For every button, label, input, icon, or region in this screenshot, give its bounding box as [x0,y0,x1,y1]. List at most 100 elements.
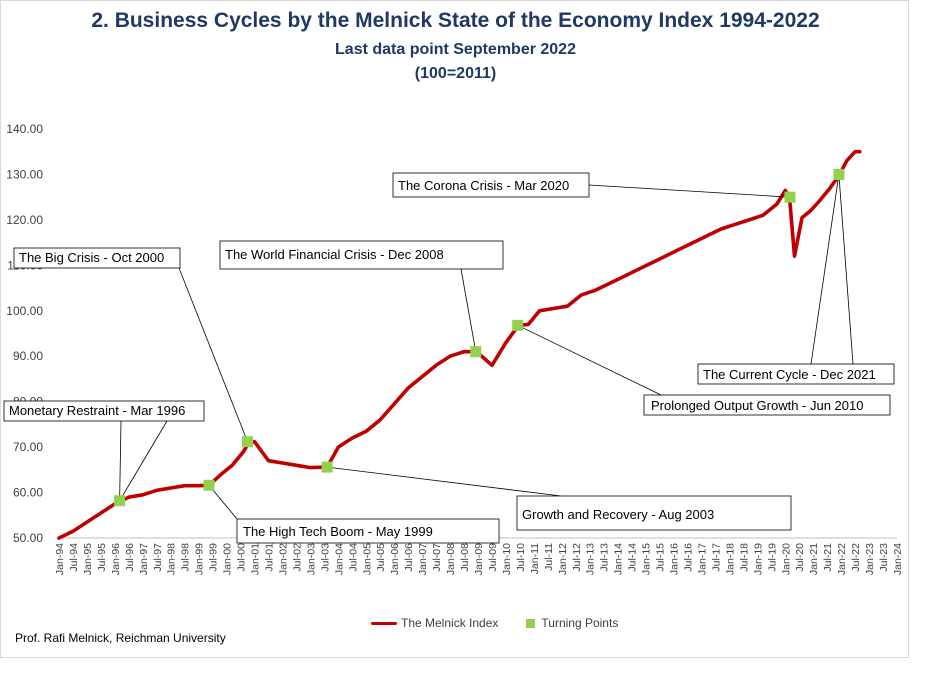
x-tick-label: Jul-18 [738,543,750,572]
x-tick-label: Jul-17 [710,543,722,572]
x-tick-label: Jan-23 [864,543,876,575]
callout-leader-line [119,420,122,501]
x-tick-label: Jul-98 [180,543,192,572]
callout-layer: Monetary Restraint - Mar 1996 The High Te… [3,172,895,544]
legend-label-index: The Melnick Index [401,616,499,630]
x-tick-label: Jan-17 [696,543,708,575]
legend-item-index: The Melnick Index [371,616,498,630]
callout-leader-line [517,324,662,396]
callout-box [516,495,792,531]
callout-leader-line [588,184,791,198]
x-tick-label: Jul-11 [543,543,555,571]
x-tick-label: Jul-96 [124,543,136,572]
x-tick-label: Jan-01 [250,543,262,575]
x-tick-label: Jan-16 [669,543,681,575]
series-layer [57,149,862,540]
x-tick-label: Jan-08 [445,543,457,575]
x-tick-label: Jan-09 [473,543,485,575]
callout-leader-line [810,174,840,365]
x-tick-label: Jan-20 [780,543,792,575]
x-tick-label: Jan-03 [305,543,317,575]
legend-line-swatch [371,621,397,625]
legend: The Melnick Index Turning Points [371,616,646,630]
x-tick-label: Jan-98 [166,543,178,575]
x-tick-label: Jul-14 [627,543,639,572]
x-tick-label: Jan-14 [613,543,625,575]
chart-base-note: (100=2011) [414,65,497,82]
x-tick-label: Jan-13 [585,543,597,575]
callout-box [3,400,205,422]
x-tick-label: Jul-99 [208,543,220,572]
x-tick-label: Jan-19 [752,543,764,575]
callout-label: The Current Cycle - Dec 2021 [703,367,876,382]
x-tick-label: Jul-00 [236,543,248,572]
x-tick-label: Jul-01 [264,543,276,572]
x-tick-label: Jul-19 [766,543,778,572]
x-tick-label: Jul-04 [347,543,359,572]
series-line-melnick-index [57,149,862,540]
x-tick-label: Jul-15 [655,543,667,572]
x-tick-label: Jan-11 [529,543,541,574]
callout-box [643,394,891,416]
y-tick-label: 100.00 [6,304,43,318]
leader-layer [119,174,854,520]
x-tick-label: Jan-12 [557,543,569,575]
x-tick-label: Jul-94 [68,543,80,572]
x-tick-label: Jan-22 [836,543,848,575]
callout-box [13,247,181,269]
point-layer [114,168,845,507]
x-tick-label: Jan-02 [277,543,289,575]
callout-box [697,363,895,385]
x-tick-label: Jul-06 [403,543,415,572]
x-tick-label: Jan-21 [808,543,820,575]
x-axis: Jan-94 Jul-94 Jan-95 Jul-95 Jan-96 Jul-96 Jan-… [54,537,904,575]
y-tick-label: 140.00 [6,122,43,136]
y-tick-label: 120.00 [6,213,43,227]
y-tick-label: 130.00 [6,167,43,181]
legend-square-swatch [526,618,536,628]
x-tick-label: Jan-18 [724,543,736,575]
callout-leader-line [327,466,562,497]
chart-subtitle: Last data point September 2022 [335,41,576,58]
x-tick-label: Jan-06 [389,543,401,575]
x-tick-label: Jan-99 [194,543,206,575]
x-tick-label: Jul-03 [319,543,331,572]
x-tick-label: Jul-09 [487,543,499,572]
x-tick-label: Jan-00 [222,543,234,575]
callout-leader-line [208,485,238,520]
x-tick-label: Jul-95 [96,543,108,572]
x-tick-label: Jul-07 [431,543,443,572]
x-tick-label: Jan-10 [501,543,513,575]
plot-area: 50.0060.0070.0080.0090.00100.00110.00120… [3,122,904,575]
turning-point-marker [203,479,215,491]
callout-label: The Corona Crisis - Mar 2020 [398,178,569,193]
x-tick-label: Jan-07 [417,543,429,575]
x-tick-label: Jul-20 [794,543,806,572]
x-tick-label: Jul-13 [599,543,611,572]
x-tick-label: Jul-16 [683,543,695,572]
x-tick-label: Jan-96 [110,543,122,575]
turning-point-marker [784,191,796,203]
legend-item-turning-points: Turning Points [526,616,618,630]
turning-point-marker [833,168,845,180]
callout-label: The Big Crisis - Oct 2000 [19,250,164,265]
x-tick-label: Jan-04 [333,543,345,575]
turning-point-marker [321,461,333,473]
callout-leader-line [178,267,248,442]
callout-label: Prolonged Output Growth - Jun 2010 [651,398,863,413]
chart-title: 2. Business Cycles by the Melnick State … [91,9,820,32]
callout-box [392,172,590,198]
callout-leader-line [460,268,477,352]
turning-point-marker [242,436,254,448]
x-tick-label: Jan-94 [54,543,66,575]
y-tick-label: 60.00 [13,486,43,500]
x-tick-label: Jul-05 [375,543,387,572]
y-tick-label: 90.00 [13,349,43,363]
chart-frame: 2. Business Cycles by the Melnick State … [0,0,909,658]
x-tick-label: Jan-15 [641,543,653,575]
y-axis: 50.0060.0070.0080.0090.00100.00110.00120… [6,122,43,545]
x-tick-label: Jul-10 [515,543,527,572]
callout-label: The High Tech Boom - May 1999 [243,524,433,539]
callout-label: Growth and Recovery - Aug 2003 [522,507,714,522]
turning-point-marker [512,319,524,331]
